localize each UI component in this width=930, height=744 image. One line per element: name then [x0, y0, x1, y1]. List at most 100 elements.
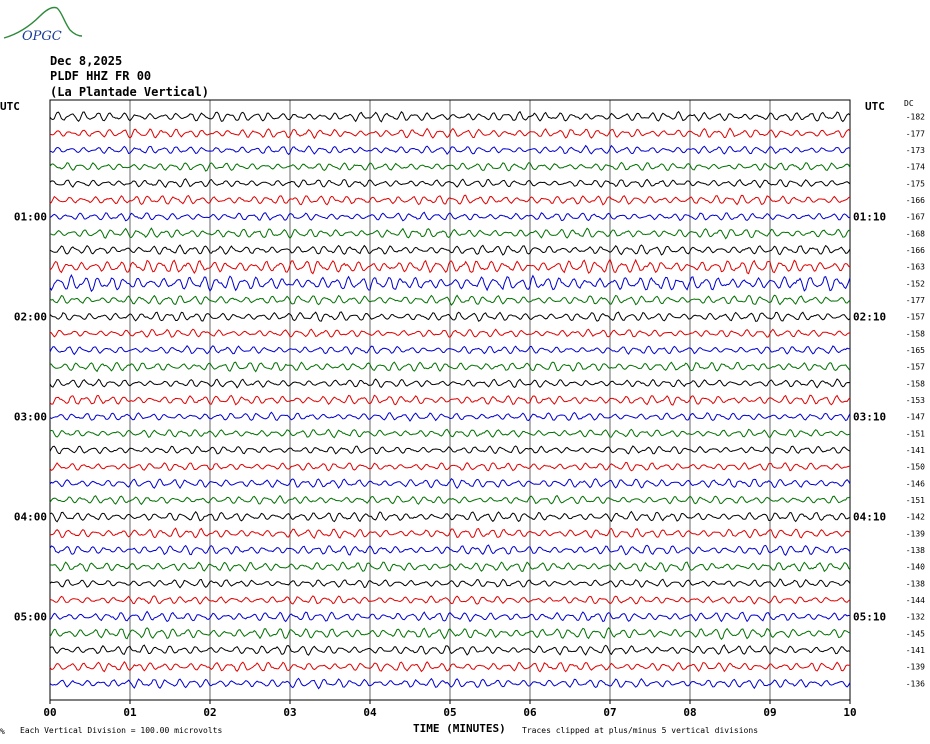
right-hour-label-4: 05:10 — [853, 611, 886, 624]
left-hour-label-2: 03:00 — [14, 411, 47, 424]
x-axis-ticks: 00 01 02 03 04 05 06 07 08 09 10 — [43, 700, 857, 719]
dc-offset-labels: -182 -177 -173 -174 -175 -166 -167 -168 -166 -163… — [906, 113, 925, 689]
trace-25 — [49, 527, 851, 540]
dc-offset-label-5: -166 — [906, 196, 925, 205]
trace-32 — [49, 644, 851, 656]
dc-offset-label-23: -151 — [906, 496, 925, 505]
trace-17 — [49, 394, 851, 406]
dc-offset-label-26: -138 — [906, 546, 925, 555]
trace-24 — [49, 510, 851, 523]
x-axis-title: TIME (MINUTES) — [413, 722, 506, 735]
dc-offset-label-20: -141 — [906, 446, 925, 455]
dc-offset-label-27: -140 — [906, 563, 925, 572]
dc-offset-label-12: -157 — [906, 313, 925, 322]
trace-21 — [49, 461, 851, 472]
trace-6 — [49, 211, 851, 222]
hour-labels: 01:00 02:00 03:00 04:00 05:00 01:10 02:10 03:10… — [14, 211, 886, 624]
trace-0 — [49, 110, 851, 123]
dc-offset-label-3: -174 — [906, 163, 925, 172]
dc-offset-label-32: -141 — [906, 646, 925, 655]
left-hour-label-3: 04:00 — [14, 511, 47, 524]
dc-offset-label-6: -167 — [906, 213, 925, 222]
corner-mark: % — [0, 727, 5, 736]
dc-offset-label-17: -153 — [906, 396, 925, 405]
trace-15 — [49, 361, 851, 373]
dc-offset-label-13: -158 — [906, 329, 925, 338]
x-tick-label-9: 09 — [763, 706, 776, 719]
dc-offset-label-4: -175 — [906, 179, 925, 188]
dc-offset-label-33: -139 — [906, 663, 925, 672]
dc-offset-label-7: -168 — [906, 229, 925, 238]
trace-31 — [49, 627, 851, 640]
x-tick-label-8: 08 — [683, 706, 696, 719]
trace-33 — [49, 660, 850, 673]
trace-13 — [49, 328, 851, 338]
dc-offset-label-31: -145 — [906, 629, 925, 638]
dc-offset-label-11: -177 — [906, 296, 925, 305]
left-utc-label: UTC — [0, 100, 20, 113]
dc-offset-label-2: -173 — [906, 146, 925, 155]
dc-offset-label-34: -136 — [906, 679, 925, 688]
dc-offset-label-24: -142 — [906, 513, 925, 522]
right-hour-label-1: 02:10 — [853, 311, 886, 324]
dc-offset-label-1: -177 — [906, 129, 925, 138]
dc-offset-label-9: -163 — [906, 263, 925, 272]
trace-20 — [49, 445, 851, 455]
left-hour-label-0: 01:00 — [14, 211, 47, 224]
dc-offset-label-18: -147 — [906, 413, 925, 422]
trace-1 — [49, 127, 851, 140]
dc-offset-label-30: -132 — [906, 613, 925, 622]
trace-29 — [49, 595, 851, 605]
trace-18 — [49, 411, 851, 422]
right-hour-label-3: 04:10 — [853, 511, 886, 524]
dc-label: DC — [904, 99, 914, 108]
logo-text: OPGC — [22, 29, 62, 44]
trace-4 — [49, 178, 851, 189]
dc-offset-label-15: -157 — [906, 363, 925, 372]
trace-22 — [49, 477, 851, 490]
right-hour-label-0: 01:10 — [853, 211, 886, 224]
dc-offset-label-21: -150 — [906, 463, 925, 472]
left-hour-label-4: 05:00 — [14, 611, 47, 624]
dc-offset-label-14: -165 — [906, 346, 925, 355]
trace-26 — [49, 544, 851, 556]
dc-offset-label-29: -144 — [906, 596, 925, 605]
dc-offset-label-22: -146 — [906, 479, 925, 488]
scale-note: Each Vertical Division = 100.00 microvol… — [20, 726, 222, 735]
trace-30 — [49, 610, 851, 623]
right-utc-label: UTC — [865, 100, 885, 113]
trace-27 — [49, 561, 851, 573]
x-tick-label-1: 01 — [123, 706, 137, 719]
right-hour-label-2: 03:10 — [853, 411, 886, 424]
left-hour-label-1: 02:00 — [14, 311, 47, 324]
dc-offset-label-19: -151 — [906, 429, 925, 438]
x-tick-label-3: 03 — [283, 706, 296, 719]
trace-3 — [49, 161, 851, 172]
dc-offset-label-0: -182 — [906, 113, 925, 122]
header-station: PLDF HHZ FR 00 — [50, 69, 151, 83]
trace-23 — [49, 494, 851, 506]
trace-14 — [49, 345, 851, 356]
trace-5 — [49, 194, 851, 206]
trace-19 — [49, 428, 851, 439]
trace-7 — [49, 227, 851, 240]
trace-2 — [49, 144, 851, 156]
trace-16 — [49, 378, 851, 389]
dc-offset-label-10: -152 — [906, 279, 925, 288]
trace-11 — [49, 294, 851, 306]
trace-8 — [49, 244, 851, 256]
x-tick-label-2: 02 — [203, 706, 216, 719]
trace-12 — [49, 311, 851, 322]
dc-offset-label-8: -166 — [906, 246, 925, 255]
clip-note: Traces clipped at plus/minus 5 vertical … — [522, 726, 758, 735]
trace-28 — [49, 578, 851, 589]
dc-offset-label-25: -139 — [906, 529, 925, 538]
logo-mountain-icon — [3, 6, 83, 39]
trace-9 — [49, 258, 851, 275]
dc-offset-label-28: -138 — [906, 579, 925, 588]
x-tick-label-7: 07 — [603, 706, 616, 719]
trace-10 — [49, 273, 851, 293]
x-tick-label-5: 05 — [443, 706, 456, 719]
seismic-traces — [49, 110, 851, 690]
